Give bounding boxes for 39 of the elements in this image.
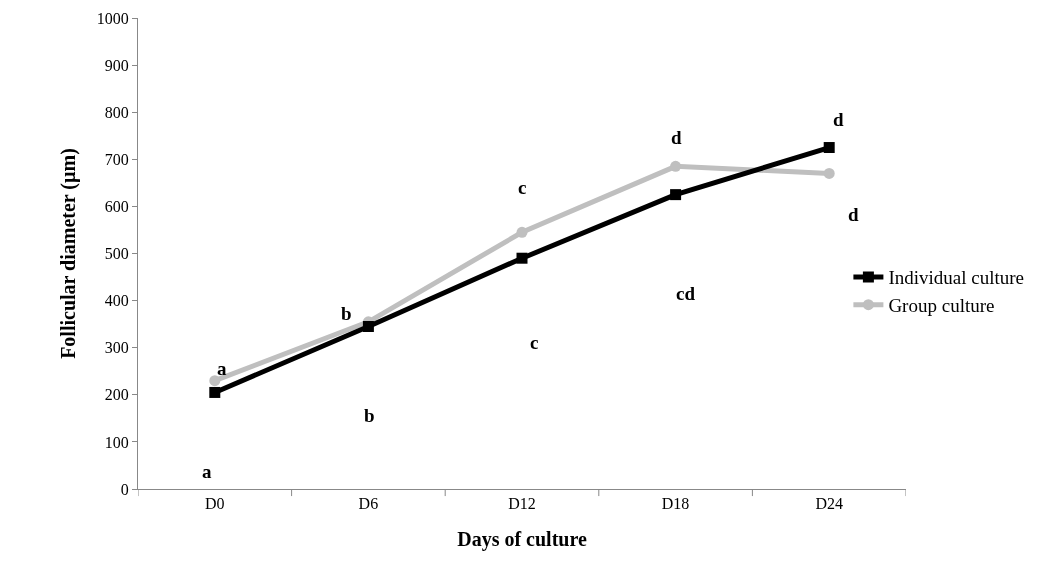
annotation: a <box>217 358 227 379</box>
point <box>516 226 528 238</box>
x-tick-label: D12 <box>508 495 536 513</box>
point <box>209 375 221 387</box>
y-tick-label: 500 <box>104 245 129 263</box>
point <box>516 252 528 264</box>
annotation: a <box>202 461 212 482</box>
legend-label: Group culture <box>888 295 995 317</box>
legend-label: Individual culture <box>888 267 1025 289</box>
x-tick-label: D24 <box>815 495 843 513</box>
y-tick-label: 1000 <box>96 9 129 27</box>
point <box>209 386 221 398</box>
y-tick-label: 400 <box>104 292 129 310</box>
point <box>362 321 374 333</box>
y-tick-label: 0 <box>120 480 129 498</box>
y-tick-label: 100 <box>104 433 129 451</box>
annotation: b <box>364 405 375 426</box>
y-tick-label: 200 <box>104 386 129 404</box>
annotation: b <box>341 303 352 324</box>
y-tick-label: 600 <box>104 198 129 215</box>
x-tick-label: D18 <box>661 495 690 513</box>
y-tick-label: 900 <box>104 56 129 74</box>
annotation: cd <box>676 283 696 304</box>
annotation: d <box>671 127 682 148</box>
y-tick-label: 300 <box>104 339 129 357</box>
x-tick-label: D6 <box>358 495 379 513</box>
y-tick-label: 700 <box>104 150 129 168</box>
annotation: d <box>848 204 859 225</box>
annotation: c <box>518 177 527 198</box>
point <box>823 167 835 179</box>
x-axis-title: Days of culture <box>457 527 587 551</box>
y-tick-label: 800 <box>104 103 129 121</box>
point <box>670 160 682 172</box>
point <box>670 189 682 201</box>
annotation: c <box>530 332 539 353</box>
annotation: d <box>833 109 844 130</box>
x-tick-label: D0 <box>205 495 225 513</box>
y-axis-title: Follicular diameter (µm) <box>57 148 81 359</box>
point <box>823 142 835 154</box>
